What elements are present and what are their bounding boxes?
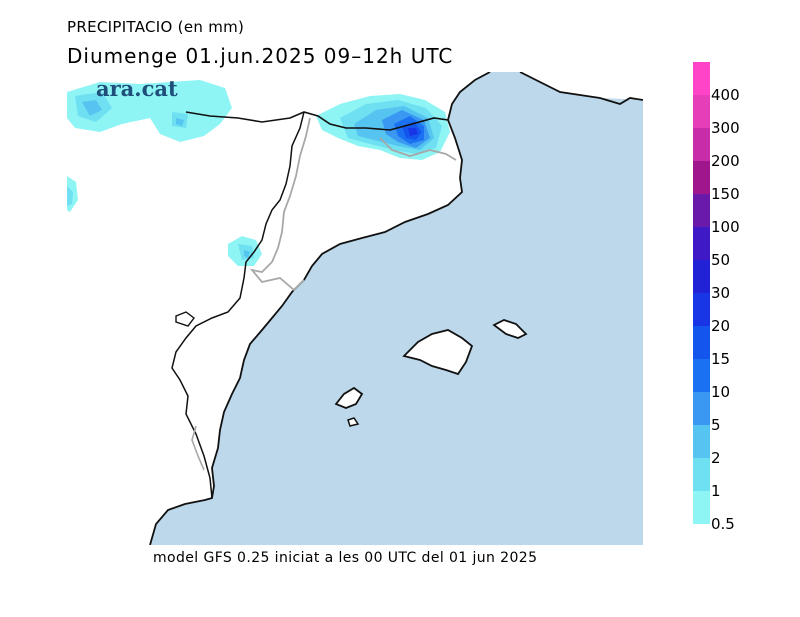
border-south [191,425,205,471]
brand-logo: ara.cat [96,76,178,101]
legend-label: 400 [711,86,740,104]
legend-swatch [693,161,710,194]
legend-swatch [693,227,710,260]
legend-swatch [693,194,710,227]
legend-swatch [693,326,710,359]
legend-label: 200 [711,152,740,170]
legend-swatch [693,359,710,392]
legend-swatch [693,260,710,293]
legend-label: 20 [711,317,731,335]
legend-swatch [693,491,710,524]
legend-swatch [693,425,710,458]
border-catalonia [249,117,311,292]
land-mainland [67,72,490,545]
coastline [149,72,491,545]
legend-swatch [693,458,710,491]
legend-label: 150 [711,185,740,203]
legend-swatch [693,95,710,128]
border-inland [171,111,305,499]
legend-label: 100 [711,218,740,236]
legend-label: 50 [711,251,731,269]
precipitation-map [67,72,643,545]
legend-swatch [693,293,710,326]
legend-label: 1 [711,482,721,500]
coastline-france [519,72,643,105]
legend-label: 15 [711,350,731,368]
border-small [175,311,195,327]
legend-swatch [693,62,710,95]
model-run-note: model GFS 0.25 iniciat a les 00 UTC del … [153,550,538,566]
legend-label: 2 [711,449,721,467]
legend-swatch [693,128,710,161]
island-menorca [492,319,528,339]
island-ibiza [334,386,364,409]
forecast-date: Diumenge 01.jun.2025 09–12h UTC [67,44,454,68]
island-mallorca [402,329,474,376]
legend-label: 10 [711,383,731,401]
chart-title: PRECIPITACIO (en mm) [67,18,245,36]
legend-label: 30 [711,284,731,302]
legend-swatch [693,392,710,425]
border-pyrenees [185,111,449,131]
legend-label: 5 [711,416,721,434]
island-formentera [347,417,360,427]
legend-colorbar [693,62,710,524]
legend-label: 0.5 [711,515,735,533]
legend-label: 300 [711,119,740,137]
land-france [490,72,643,100]
border-andorra [379,137,457,161]
